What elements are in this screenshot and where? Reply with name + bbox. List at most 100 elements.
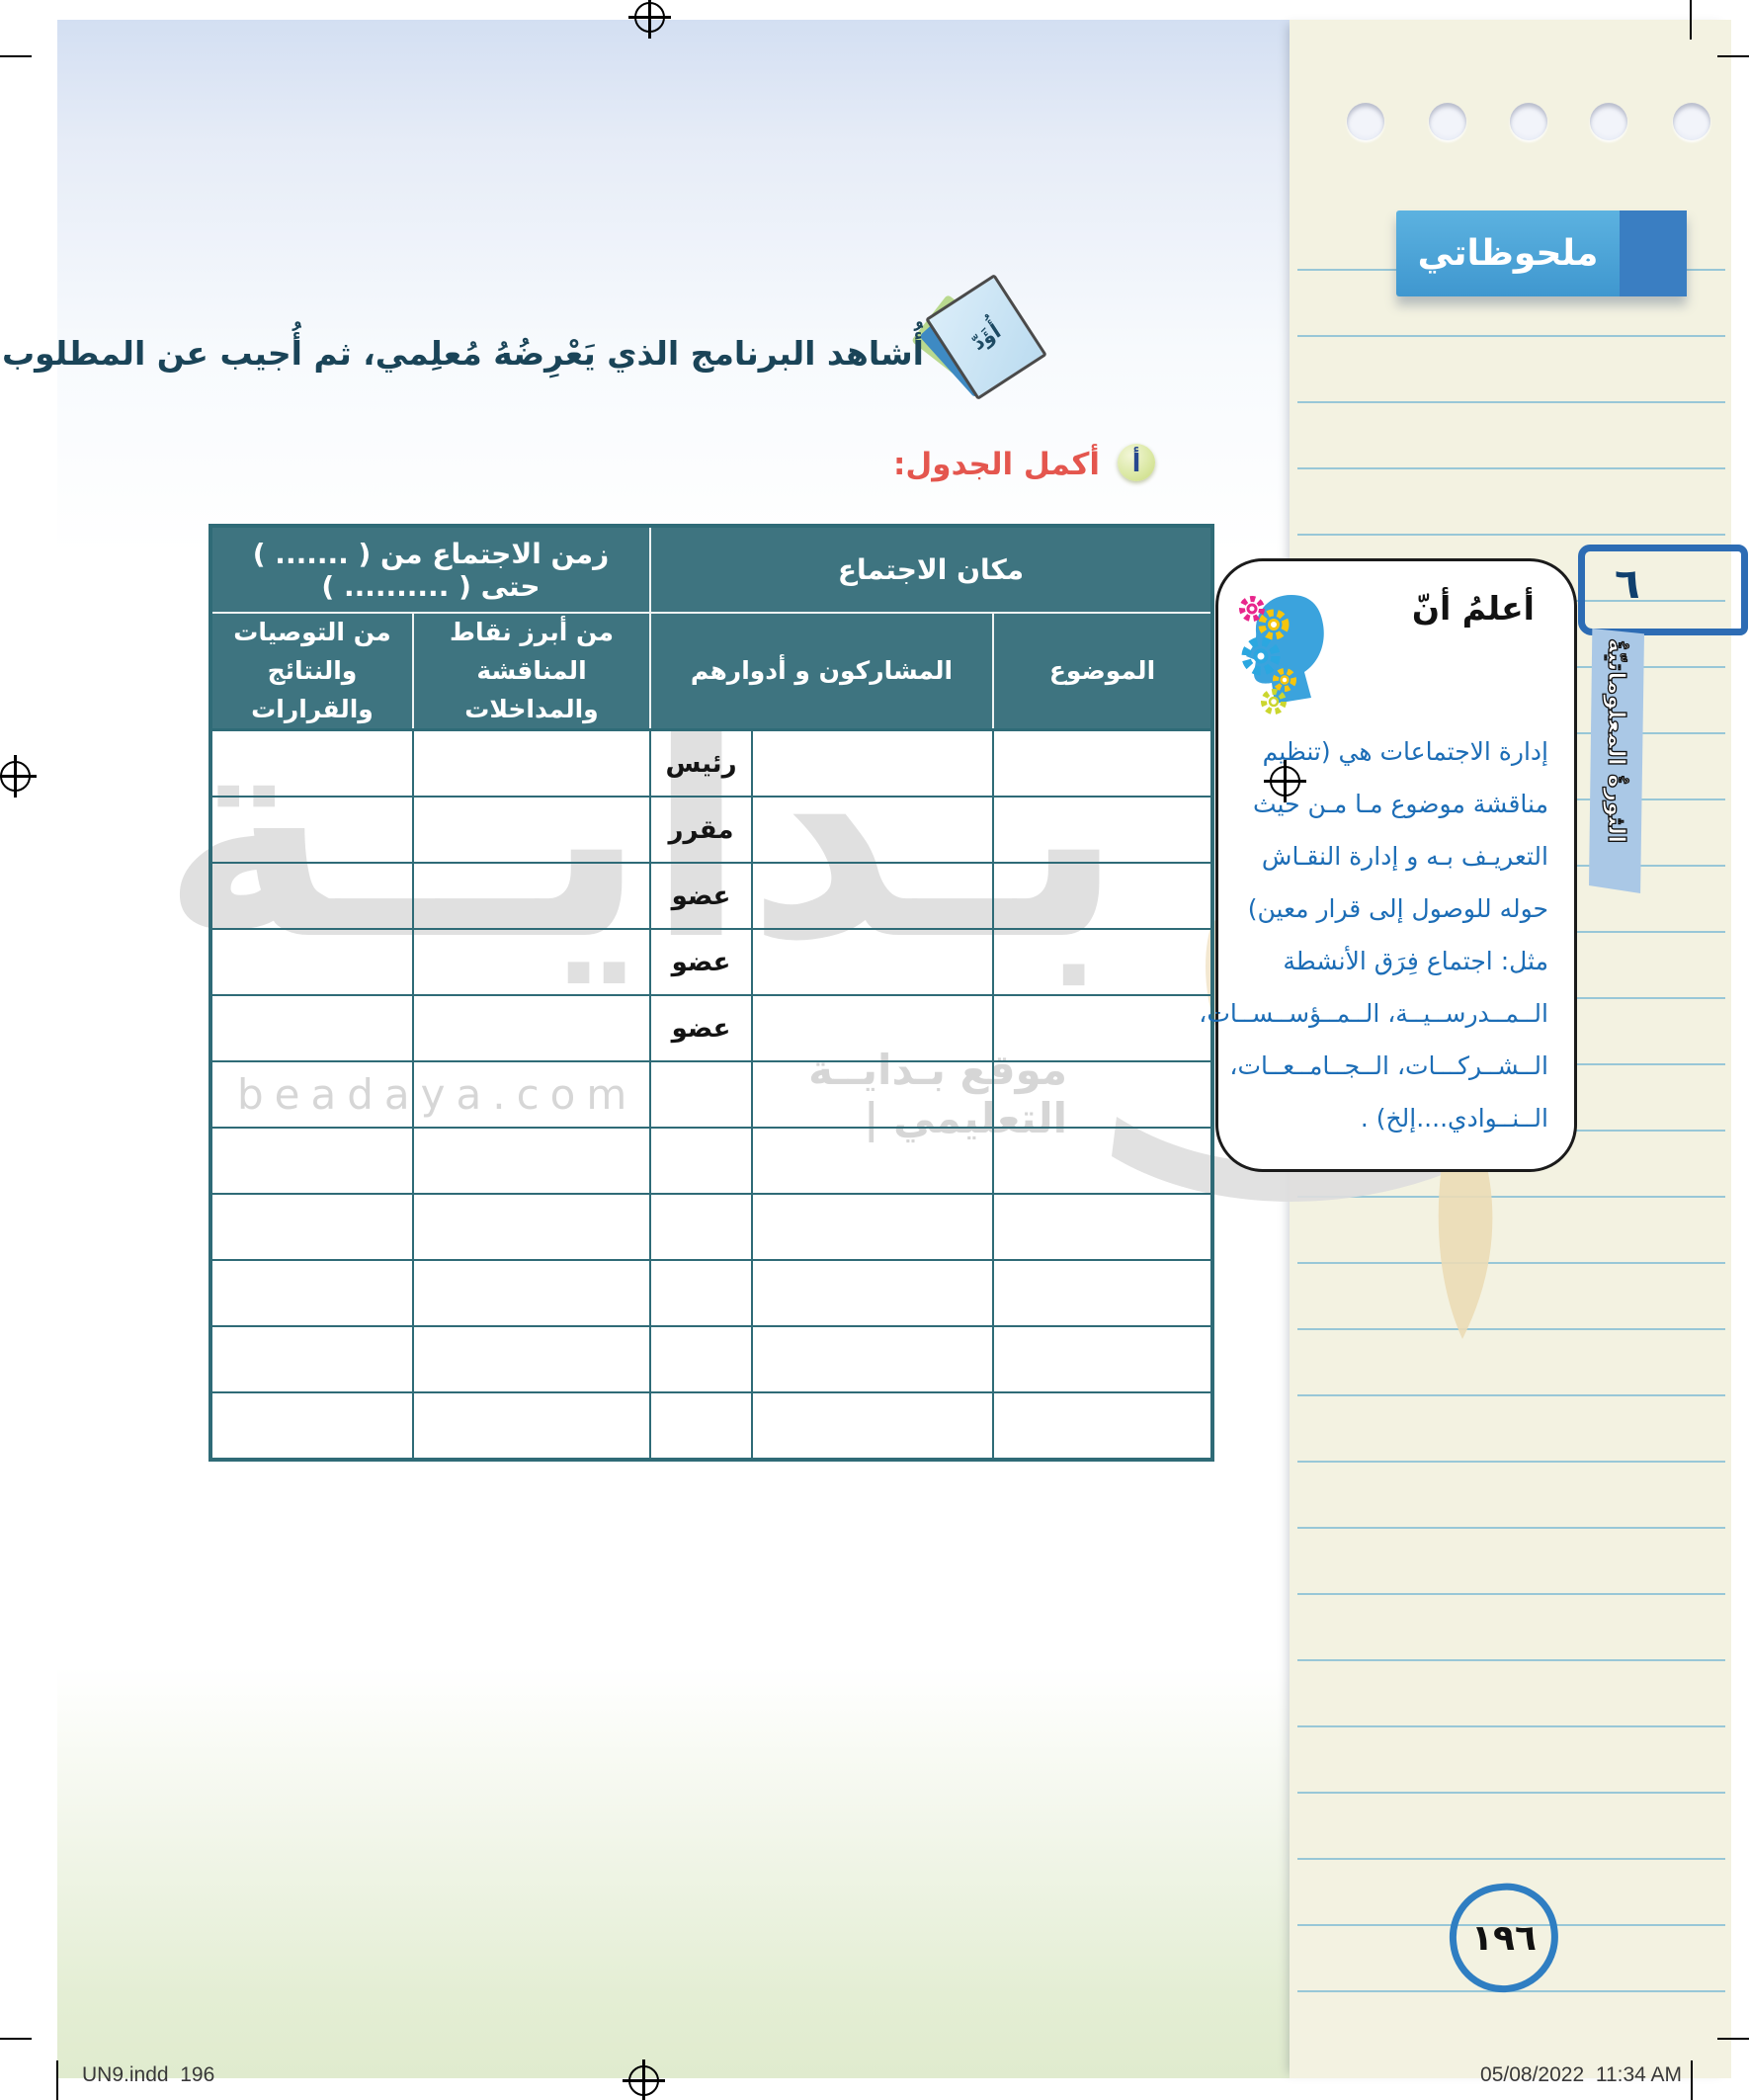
topic-cell [992,1060,1213,1130]
footer-file-name: UN9.indd 196 [82,2063,215,2086]
perform-icon-label: أُؤَدّ [967,318,1005,356]
know-box-line: إدارة الاجتماعات هي (تنظيم [1262,737,1548,766]
header-participants: المشاركون و أدوارهم [649,612,994,732]
role-cell: رئيس [649,728,753,798]
recommendation-cell [209,1259,414,1328]
my-notes-label: ملحوظاتي [1417,233,1599,274]
footer-timestamp: 05/08/2022 11:34 AM [1480,2063,1682,2086]
know-box-text: إدارة الاجتماعات هي (تنظيم مناقشة موضوع … [1199,725,1548,1144]
crop-mark [1691,2060,1693,2100]
role-cell [649,1127,753,1196]
crop-mark [1717,2038,1749,2040]
role-cell [649,1193,753,1262]
discussion-cell [412,1060,651,1130]
know-box-line: حوله للوصول إلى قرار معين) [1247,894,1548,923]
topic-cell [992,1259,1213,1328]
participant-name-cell [751,1060,994,1130]
table-row: رئيس [209,728,1213,798]
registration-mark-right [1264,760,1306,802]
participant-name-cell [751,728,994,798]
discussion-cell [412,1391,651,1462]
table-row: مقرر [209,796,1213,865]
my-notes-ribbon: ملحوظاتي [1396,210,1687,296]
discussion-cell [412,1193,651,1262]
discussion-cell [412,728,651,798]
participant-name-cell [751,994,994,1063]
table-row: عضو [209,928,1213,997]
participant-name-cell [751,862,994,931]
recommendation-cell [209,1060,414,1130]
crop-mark [0,55,32,57]
know-box-line: التعريـف بـه و إدارة النقـاش [1261,842,1548,871]
role-cell: عضو [649,862,753,931]
topic-cell [992,728,1213,798]
recommendation-cell [209,1193,414,1262]
page-number: ١٩٦ [1471,1917,1537,1959]
i-know-that-box: أعلمُ أنّ إدارة الاجتماعات هي (تنظيم منا… [1199,558,1577,1172]
ribbon-dark-end [1620,210,1687,296]
unit-number: ٦ [1615,559,1640,608]
topic-cell [992,1127,1213,1196]
crop-mark [0,2038,32,2040]
header-meeting-time: زمن الاجتماع من ( ....... ) حتى ( ......… [209,525,651,614]
participant-name-cell [751,1259,994,1328]
discussion-cell [412,862,651,931]
topic-cell [992,862,1213,931]
role-cell: عضو [649,994,753,1063]
know-box-title: أعلمُ أنّ [1411,589,1535,628]
recommendation-cell [209,1391,414,1462]
participant-name-cell [751,1325,994,1394]
activity-instruction: أُشاهد البرنامج الذي يَعْرِضُهُ مُعلِمي،… [0,334,924,373]
unit-title: الثورةُ المعلوماتيّةُ [1602,637,1630,844]
discussion-cell [412,994,651,1063]
participant-name-cell [751,928,994,997]
participant-name-cell [751,1193,994,1262]
topic-cell [992,1391,1213,1462]
role-cell: عضو [649,928,753,997]
table-row: عضو [209,994,1213,1063]
role-cell: مقرر [649,796,753,865]
crop-mark [1717,55,1749,57]
discussion-cell [412,1127,651,1196]
binder-hole [1347,103,1384,140]
book-cover: أُؤَدّ [925,274,1047,400]
recommendation-cell [209,1325,414,1394]
participant-name-cell [751,796,994,865]
unit-number-tab: ٦ [1578,545,1748,635]
item-letter-badge: أ [1118,444,1155,481]
binder-hole [1673,103,1710,140]
topic-cell [992,1325,1213,1394]
know-box-line: الــنــوادي....إلخ) . [1360,1104,1548,1133]
topic-cell [992,928,1213,997]
table-row [209,1193,1213,1262]
know-box-line: مناقشة موضوع مـا مـن حيث [1253,790,1548,818]
topic-cell [992,994,1213,1063]
meeting-table: مكان الاجتماع زمن الاجتماع من ( ....... … [208,524,1214,1463]
head-with-gears-icon [1239,595,1324,714]
registration-mark-bottom [623,2059,665,2100]
recommendation-cell [209,862,414,931]
role-cell [649,1060,753,1130]
crop-mark [1690,0,1692,40]
header-meeting-place: مكان الاجتماع [649,525,1213,614]
table-row [209,1325,1213,1394]
table-row: عضو [209,862,1213,931]
header-topic: الموضوع [992,612,1213,732]
perform-activity-icon: أُؤَدّ [911,274,1047,401]
header-discussion-points: من أبرز نقاط المناقشة والمداخلات [412,612,651,732]
role-cell [649,1391,753,1462]
topic-cell [992,1193,1213,1262]
table-row [209,1259,1213,1328]
discussion-cell [412,1325,651,1394]
binder-hole [1590,103,1627,140]
table-header-row-1: مكان الاجتماع زمن الاجتماع من ( ....... … [209,525,1213,614]
recommendation-cell [209,994,414,1063]
discussion-cell [412,1259,651,1328]
unit-title-ribbon: الثورةُ المعلوماتيّةُ [1589,629,1644,893]
role-cell [649,1325,753,1394]
know-box-line: مثل: اجتماع فِرَق الأنشطة [1283,947,1548,975]
recommendation-cell [209,928,414,997]
recommendation-cell [209,796,414,865]
table-row [209,1391,1213,1462]
